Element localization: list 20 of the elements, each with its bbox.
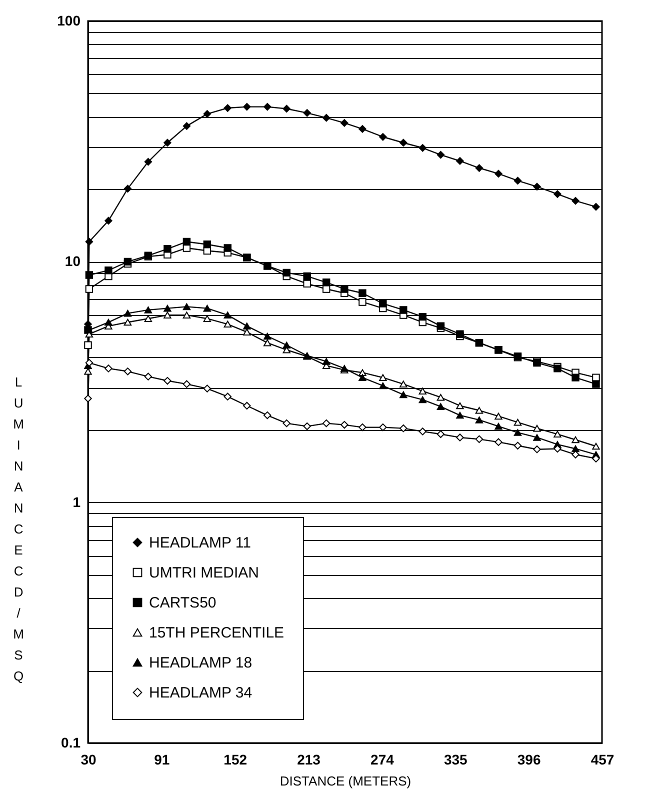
legend-label: UMTRI MEDIAN [149,564,259,582]
x-tick-label: 30 [80,752,96,768]
x-tick-label: 396 [517,752,541,768]
x-tick-label: 91 [154,752,170,768]
legend-label: HEADLAMP 18 [149,654,252,672]
x-tick-label: 152 [224,752,248,768]
legend-label: 15TH PERCENTILE [149,624,284,642]
x-tick-label: 274 [370,752,394,768]
x-axis-title: DISTANCE (METERS) [280,774,412,788]
x-tick-label: 457 [590,752,614,768]
y-tick-label: 100 [57,12,81,28]
text: LUMINANCE CD/MSQ [13,374,24,684]
legend-label: HEADLAMP 11 [149,534,251,552]
x-tick-label: 213 [297,752,321,768]
x-tick-label: 335 [444,752,468,768]
y-tick-label: 10 [64,253,81,270]
y-tick-label: 0.1 [61,734,81,750]
y-tick-label: 1 [72,494,81,510]
legend-label: HEADLAMP 34 [149,684,252,702]
legend-label: CARTS50 [149,594,216,612]
